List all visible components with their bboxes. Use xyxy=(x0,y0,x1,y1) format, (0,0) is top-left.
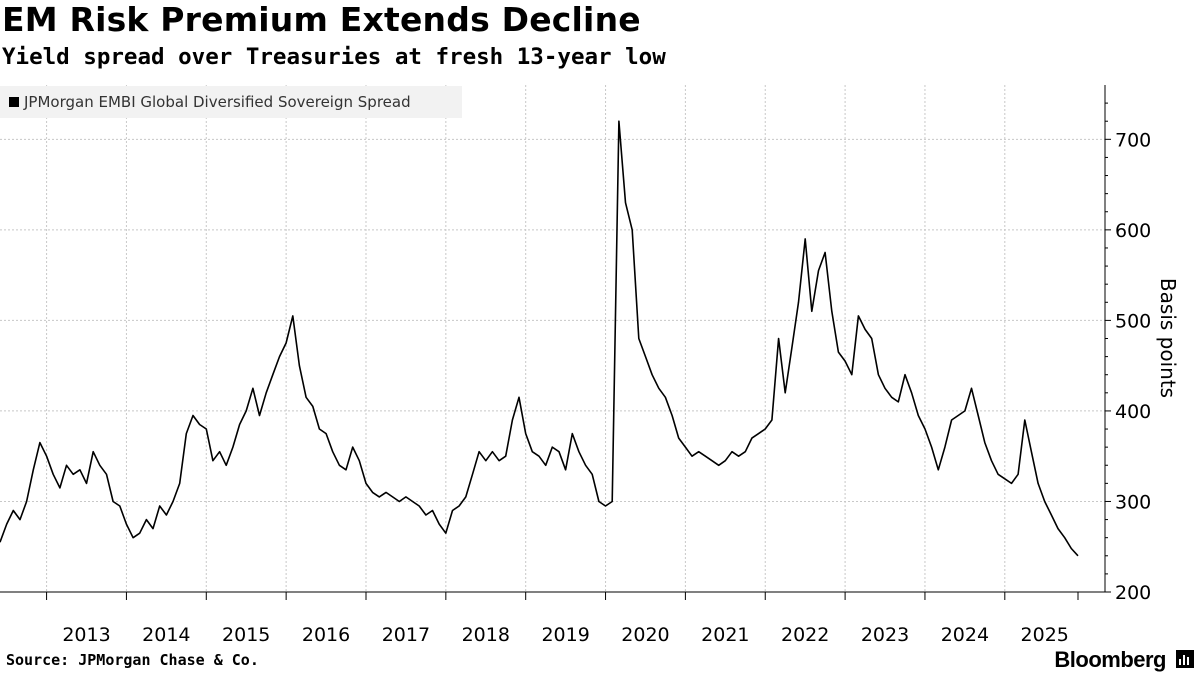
bloomberg-terminal-icon xyxy=(1176,650,1194,668)
x-tick-label: 2023 xyxy=(861,624,909,646)
y-tick-label: 500 xyxy=(1115,310,1151,332)
x-tick-label: 2017 xyxy=(382,624,430,646)
source-note: Source: JPMorgan Chase & Co. xyxy=(6,651,259,669)
x-tick-label: 2019 xyxy=(541,624,589,646)
bloomberg-logo: Bloomberg xyxy=(1054,647,1166,672)
x-tick-label: 2024 xyxy=(941,624,989,646)
y-tick-label: 700 xyxy=(1115,129,1151,151)
x-tick-label: 2016 xyxy=(302,624,350,646)
x-tick-label: 2015 xyxy=(222,624,270,646)
legend-label: JPMorgan EMBI Global Diversified Soverei… xyxy=(24,93,411,111)
series-line xyxy=(0,120,1079,557)
y-tick-label: 600 xyxy=(1115,220,1151,242)
y-tick-label: 200 xyxy=(1115,582,1151,604)
y-axis-label: Basis points xyxy=(1156,277,1180,399)
chart-title: EM Risk Premium Extends Decline xyxy=(2,0,641,39)
x-tick-label: 2022 xyxy=(781,624,829,646)
legend-swatch xyxy=(9,97,19,107)
x-tick-label: 2021 xyxy=(701,624,749,646)
x-tick-label: 2013 xyxy=(62,624,110,646)
x-tick-label: 2025 xyxy=(1021,624,1069,646)
legend: JPMorgan EMBI Global Diversified Soverei… xyxy=(0,86,462,118)
chart-subtitle: Yield spread over Treasuries at fresh 13… xyxy=(2,44,666,70)
x-tick-label: 2014 xyxy=(142,624,190,646)
y-tick-label: 300 xyxy=(1115,491,1151,513)
x-tick-label: 2020 xyxy=(621,624,669,646)
x-tick-label: 2018 xyxy=(462,624,510,646)
y-tick-label: 400 xyxy=(1115,401,1151,423)
